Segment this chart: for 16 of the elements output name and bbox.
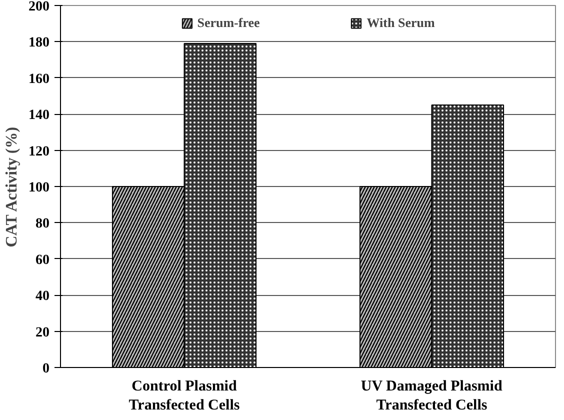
y-tick-label: 40	[36, 289, 50, 304]
x-tick-label: Control Plasmid Transfected Cells	[128, 378, 240, 414]
y-tick-label: 120	[28, 144, 50, 160]
y-tick-label: 140	[28, 108, 50, 124]
y-tick-label: 100	[28, 180, 50, 196]
y-tick-label: 180	[28, 36, 50, 51]
legend-label: With Serum	[366, 15, 435, 31]
x-tick-label: UV Damaged Plasmid Transfected Cells	[360, 378, 503, 414]
y-tick-label: 20	[36, 325, 50, 340]
legend-label: Serum-free	[197, 15, 260, 31]
y-axis-title: CAT Activity (%)	[4, 126, 20, 248]
y-tick-label: 80	[36, 216, 50, 232]
y-tick-label: 60	[36, 252, 50, 268]
y-tick-label: 160	[28, 72, 50, 87]
y-tick-label: 0	[42, 362, 50, 376]
y-tick-label: 200	[28, 0, 50, 14]
